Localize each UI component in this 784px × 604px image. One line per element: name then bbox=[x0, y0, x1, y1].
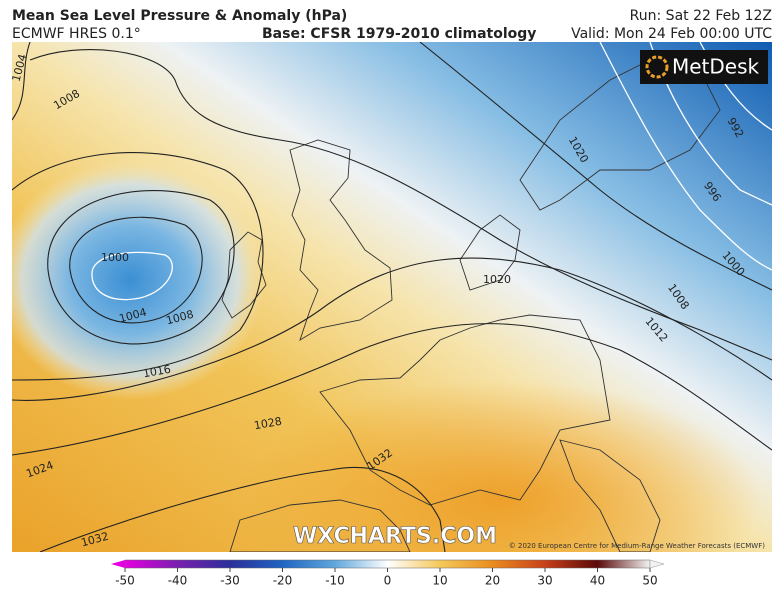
colorbar-tick-label: 10 bbox=[432, 574, 447, 588]
model: ECMWF HRES 0.1° bbox=[12, 26, 141, 42]
contour-label: 1028 bbox=[253, 415, 283, 433]
logo-box bbox=[640, 50, 768, 84]
colorbar-tick-label: 50 bbox=[642, 574, 657, 588]
colorbar-tick-label: -10 bbox=[325, 574, 345, 588]
run: Run: Sat 22 Feb 12Z bbox=[630, 8, 772, 24]
colorbar: -50 -40 -30 -20 -10 0 10 20 30 40 50 bbox=[111, 559, 665, 588]
colorbar-tick-label: 30 bbox=[537, 574, 552, 588]
colorbar-end bbox=[111, 560, 125, 568]
watermark: WXCHARTS.COM bbox=[293, 524, 497, 549]
colorbar-tick-label: 40 bbox=[590, 574, 605, 588]
colorbar-tick-label: -20 bbox=[273, 574, 293, 588]
colorbar-bar bbox=[124, 559, 651, 569]
colorbar-tick-label: 0 bbox=[384, 574, 392, 588]
logo-icon bbox=[645, 55, 669, 79]
base: Base: CFSR 1979-2010 climatology bbox=[262, 26, 536, 42]
colorbar-end bbox=[649, 559, 665, 569]
logo: MetDesk bbox=[672, 55, 760, 79]
contour-label: 1020 bbox=[483, 273, 511, 286]
title: Mean Sea Level Pressure & Anomaly (hPa) bbox=[12, 8, 347, 24]
contour-label: 1000 bbox=[101, 251, 129, 264]
colorbar-tick-label: -50 bbox=[115, 574, 135, 588]
colorbar-tick-label: -40 bbox=[168, 574, 188, 588]
valid: Valid: Mon 24 Feb 00:00 UTC bbox=[571, 26, 772, 42]
colorbar-tick-label: -30 bbox=[220, 574, 240, 588]
colorbar-tick-label: 20 bbox=[485, 574, 500, 588]
copyright: © 2020 European Centre for Medium-Range … bbox=[509, 542, 765, 550]
contour-label: 1016 bbox=[142, 363, 172, 381]
